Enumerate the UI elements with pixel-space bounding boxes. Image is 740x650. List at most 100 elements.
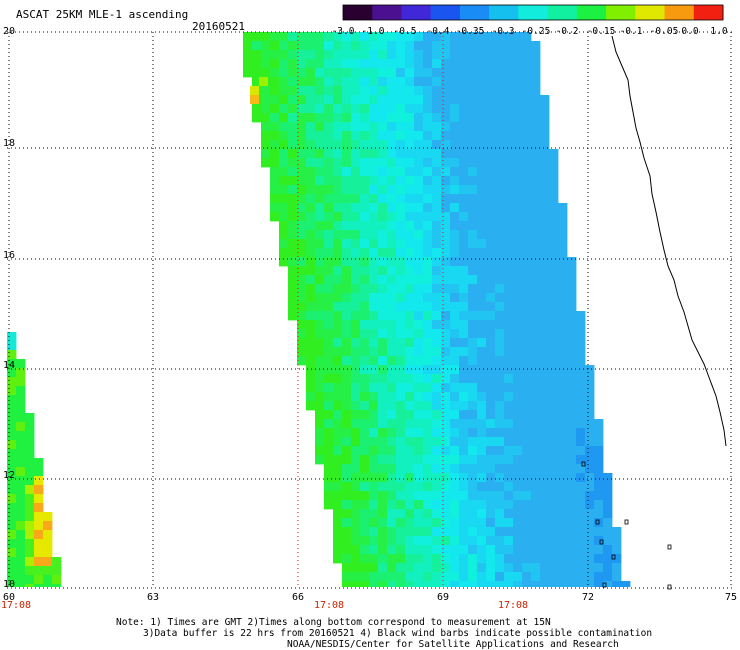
swath-cell: [279, 257, 289, 267]
swath-cell: [378, 185, 388, 195]
swath-cell: [558, 572, 568, 582]
swath-cell: [540, 320, 550, 330]
y-tick-label: 10: [3, 579, 16, 590]
swath-cell: [342, 527, 352, 537]
swath-cell: [504, 320, 514, 330]
swath-cell: [432, 536, 442, 546]
swath-cell: [531, 140, 541, 150]
swath-cell: [333, 167, 343, 177]
swath-cell: [549, 347, 559, 357]
swath-cell: [486, 320, 496, 330]
swath-cell: [585, 554, 595, 564]
swath-cell: [513, 527, 523, 537]
swath-cell: [369, 59, 379, 69]
swath-cell: [441, 419, 451, 429]
swath-cell: [450, 428, 460, 438]
swath-cell: [450, 230, 460, 240]
swath-cell: [333, 302, 343, 312]
swath-cell: [585, 473, 595, 483]
swath-cell: [351, 437, 361, 447]
swath-cell: [378, 392, 388, 402]
swath-cell: [369, 428, 379, 438]
swath-cell: [360, 563, 370, 573]
swath-cell: [378, 536, 388, 546]
swath-cell: [387, 419, 397, 429]
swath-cell: [585, 536, 595, 546]
swath-cell: [405, 437, 415, 447]
swath-cell: [594, 455, 604, 465]
swath-cell: [279, 95, 289, 105]
swath-cell: [540, 491, 550, 501]
swath-cell: [360, 374, 370, 384]
swath-cell: [351, 563, 361, 573]
swath-cell: [549, 536, 559, 546]
swath-cell: [324, 455, 334, 465]
swath-cell: [504, 212, 514, 222]
swath-cell: [261, 32, 271, 42]
swath-cell: [522, 446, 532, 456]
swath-cell: [270, 212, 280, 222]
swath-cell: [405, 446, 415, 456]
swath-cell: [279, 41, 289, 51]
swath-cell: [333, 293, 343, 303]
swath-cell: [396, 302, 406, 312]
swath-cell: [252, 68, 262, 78]
swath-cell: [306, 302, 316, 312]
swath-cell: [441, 203, 451, 213]
swath-cell: [387, 473, 397, 483]
swath-cell: [378, 338, 388, 348]
swath-cell: [342, 365, 352, 375]
swath-cell: [567, 383, 577, 393]
colorbar-label: -3.0: [331, 26, 355, 37]
swath-cell: [396, 581, 406, 587]
island-outline: [595, 519, 600, 525]
swath-cell: [423, 266, 433, 276]
swath-cell: [369, 221, 379, 231]
swath-cell: [558, 491, 568, 501]
swath-cell: [558, 347, 568, 357]
swath-cell: [450, 455, 460, 465]
swath-cell: [432, 122, 442, 132]
swath-cell: [405, 518, 415, 528]
swath-cell: [540, 473, 550, 483]
swath-cell: [306, 212, 316, 222]
swath-cell: [504, 275, 514, 285]
swath-cell: [432, 140, 442, 150]
swath-cell: [558, 221, 568, 231]
swath-cell: [351, 59, 361, 69]
swath-cell: [396, 32, 406, 42]
swath-cell: [315, 41, 325, 51]
swath-cell: [279, 59, 289, 69]
swath-cell: [360, 464, 370, 474]
swath-cell: [495, 185, 505, 195]
swath-cell: [43, 566, 53, 576]
swath-cell: [387, 221, 397, 231]
swath-cell: [405, 158, 415, 168]
swath-cell: [324, 329, 334, 339]
swath-cell: [342, 158, 352, 168]
swath-cell: [405, 257, 415, 267]
swath-cell: [387, 32, 397, 42]
swath-cell: [396, 59, 406, 69]
swath-cell: [360, 230, 370, 240]
swath-cell: [495, 59, 505, 69]
swath-cell: [360, 140, 370, 150]
swath-cell: [369, 356, 379, 366]
swath-cell: [342, 302, 352, 312]
swath-cell: [423, 86, 433, 96]
swath-cell: [34, 521, 44, 531]
colorbar-label: -0.1: [619, 26, 643, 37]
swath-cell: [459, 554, 469, 564]
swath-cell: [378, 68, 388, 78]
swath-cell: [522, 176, 532, 186]
swath-cell: [387, 338, 397, 348]
swath-cell: [351, 113, 361, 123]
swath-cell: [7, 422, 17, 432]
swath-cell: [459, 140, 469, 150]
swath-cell: [378, 518, 388, 528]
swath-cell: [297, 95, 307, 105]
swath-cell: [468, 446, 478, 456]
swath-cell: [549, 311, 559, 321]
swath-cell: [351, 320, 361, 330]
swath-cell: [333, 491, 343, 501]
